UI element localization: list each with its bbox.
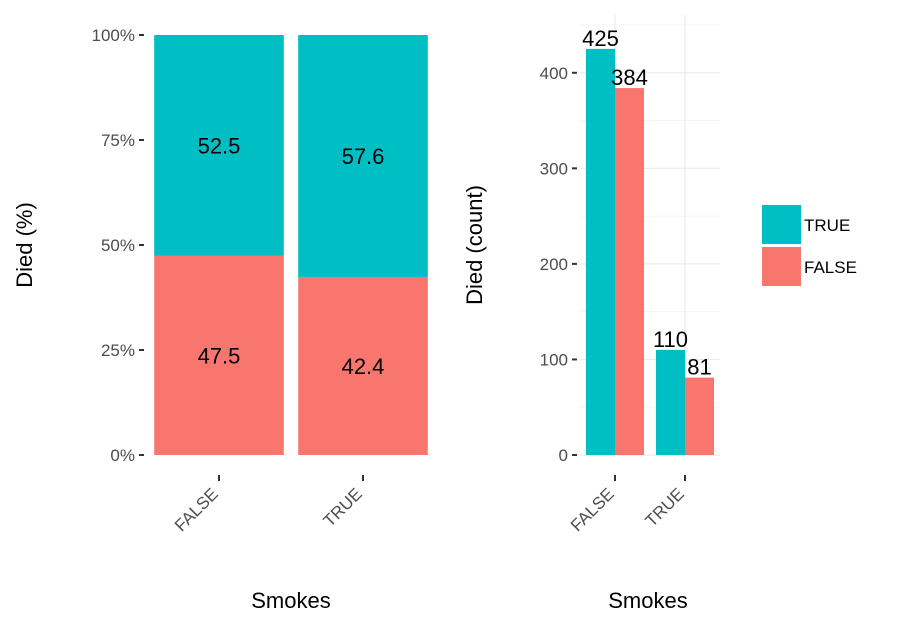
y-tick-label: 0 [559, 446, 568, 465]
legend: TRUE FALSE [762, 205, 857, 286]
data-label-false-true: 42.4 [342, 354, 385, 379]
bar-true-false [586, 48, 615, 456]
x-axis-title: Smokes [608, 588, 687, 613]
legend-label: TRUE [804, 216, 850, 235]
x-tick-label: FALSE [171, 484, 222, 535]
legend-item-false: FALSE [762, 247, 857, 286]
bar-false-false [154, 255, 284, 455]
data-label-true-true: 110 [653, 327, 688, 352]
bar-true-false [154, 35, 284, 256]
x-tick-label: FALSE [567, 484, 618, 535]
y-tick-label: 200 [540, 255, 568, 274]
y-tick-label: 25% [101, 341, 135, 360]
data-label-true-false: 425 [582, 26, 619, 51]
y-tick-label: 50% [101, 236, 135, 255]
bar-true-true [298, 35, 428, 277]
bar-true-true [656, 349, 685, 455]
data-label-false-false: 384 [611, 65, 648, 90]
y-tick-label: 0% [110, 446, 135, 465]
bar-false-true [298, 276, 428, 455]
x-axis-title: Smokes [251, 588, 330, 613]
data-label-false-false: 47.5 [198, 343, 241, 368]
bar-false-true [685, 377, 714, 455]
data-label-true-false: 52.5 [198, 133, 241, 158]
legend-label: FALSE [804, 258, 857, 277]
bar-false-false [615, 88, 644, 456]
count-chart: 425 384 FALSE 110 81 TRUE 0 100 200 300 400 Smokes D… [462, 15, 720, 613]
y-tick-label: 75% [101, 131, 135, 150]
legend-item-true: TRUE [762, 205, 850, 244]
percent-chart: 52.5 47.5 FALSE 57.6 42.4 TRUE 0% 25% 50% 75% 100%… [12, 26, 428, 613]
legend-swatch-false [762, 247, 801, 286]
y-tick-label: 100 [540, 350, 568, 369]
legend-swatch-true [762, 205, 801, 244]
y-tick-label: 100% [92, 26, 135, 45]
x-tick-label: TRUE [642, 484, 688, 530]
y-axis-title: Died (count) [462, 185, 487, 305]
data-label-false-true: 81 [687, 355, 711, 380]
y-tick-label: 400 [540, 64, 568, 83]
data-label-true-true: 57.6 [342, 144, 385, 169]
y-axis-title: Died (%) [12, 202, 37, 288]
x-tick-label: TRUE [320, 484, 366, 530]
y-tick-label: 300 [540, 159, 568, 178]
